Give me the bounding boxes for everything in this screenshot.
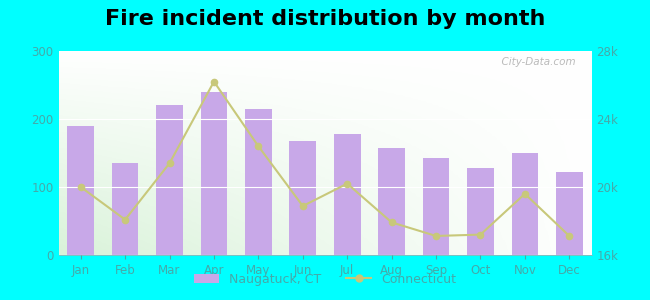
Bar <box>112 163 138 255</box>
Legend: Naugatuck, CT, Connecticut: Naugatuck, CT, Connecticut <box>189 268 461 291</box>
Text: City-Data.com: City-Data.com <box>495 57 575 67</box>
Bar <box>334 134 361 255</box>
Bar <box>422 158 449 255</box>
Bar <box>378 148 405 255</box>
Bar <box>512 153 538 255</box>
Bar <box>467 168 494 255</box>
Text: Fire incident distribution by month: Fire incident distribution by month <box>105 9 545 29</box>
Bar <box>156 105 183 255</box>
Bar <box>245 109 272 255</box>
Bar <box>201 92 227 255</box>
Bar <box>556 172 582 255</box>
Bar <box>68 126 94 255</box>
Bar <box>289 141 316 255</box>
